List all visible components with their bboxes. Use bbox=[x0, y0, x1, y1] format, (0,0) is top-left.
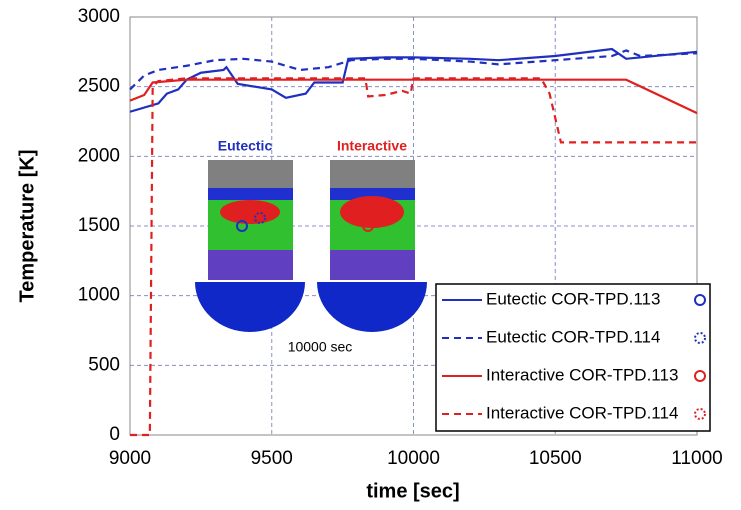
annotation: Interactive bbox=[337, 138, 407, 154]
series-line bbox=[130, 77, 697, 437]
legend-marker bbox=[694, 408, 706, 420]
series-line bbox=[129, 78, 698, 115]
legend-label: Eutectic COR-TPD.113 bbox=[486, 289, 660, 308]
annotation: Eutectic bbox=[218, 138, 273, 154]
y-tick-label: 1000 bbox=[78, 285, 120, 306]
plot-frame bbox=[129, 16, 698, 436]
x-tick-label: 10000 bbox=[387, 448, 440, 469]
y-tick-label: 1500 bbox=[78, 215, 120, 236]
legend-label: Interactive COR-TPD.113 bbox=[486, 365, 678, 384]
x-tick-label: 9000 bbox=[109, 448, 151, 469]
legend-label: Eutectic COR-TPD.114 bbox=[486, 327, 660, 346]
legend-marker bbox=[694, 370, 706, 382]
y-tick-label: 0 bbox=[109, 424, 120, 445]
y-tick-label: 2500 bbox=[78, 76, 120, 97]
inset-images bbox=[195, 160, 427, 332]
annotation: 10000 sec bbox=[288, 339, 353, 355]
series-line bbox=[129, 47, 698, 113]
legend-marker bbox=[694, 294, 706, 306]
x-tick-label: 10500 bbox=[529, 448, 582, 469]
legend-box bbox=[435, 283, 711, 432]
legend-marker bbox=[694, 332, 706, 344]
y-axis-label: Temperature [K] bbox=[16, 150, 38, 303]
x-tick-label: 11000 bbox=[671, 448, 722, 469]
y-tick-label: 2000 bbox=[78, 145, 120, 166]
y-tick-label: 500 bbox=[88, 354, 120, 375]
x-tick-label: 9500 bbox=[251, 448, 293, 469]
legend-label: Interactive COR-TPD.114 bbox=[486, 403, 678, 422]
y-tick-label: 3000 bbox=[78, 6, 120, 27]
series-line bbox=[129, 49, 698, 91]
x-axis-label: time [sec] bbox=[366, 480, 459, 502]
